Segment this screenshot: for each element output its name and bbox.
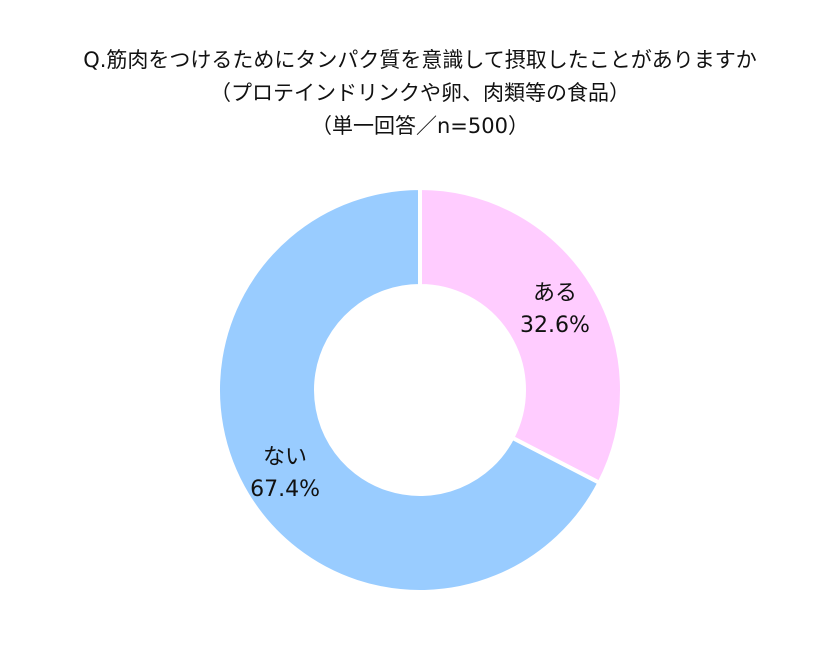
title-line-sample: （単一回答／n=500） [311,114,529,138]
chart-title: Q.筋肉をつけるためにタンパク質を意識して摂取したことがありますか （プロテイン… [0,44,840,143]
donut-slice-1 [418,185,624,486]
donut-slice-2 [216,185,603,594]
title-line-question: Q.筋肉をつけるためにタンパク質を意識して摂取したことがありますか [83,48,757,72]
slice-category-label-2: ない [263,445,307,470]
title-line-examples: （プロテインドリンクや卵、肉類等の食品） [210,81,630,105]
slice-value-label-1: 32.6% [520,313,590,338]
slice-category-label-1: ある [533,281,577,306]
slice-value-label-2: 67.4% [250,477,320,502]
